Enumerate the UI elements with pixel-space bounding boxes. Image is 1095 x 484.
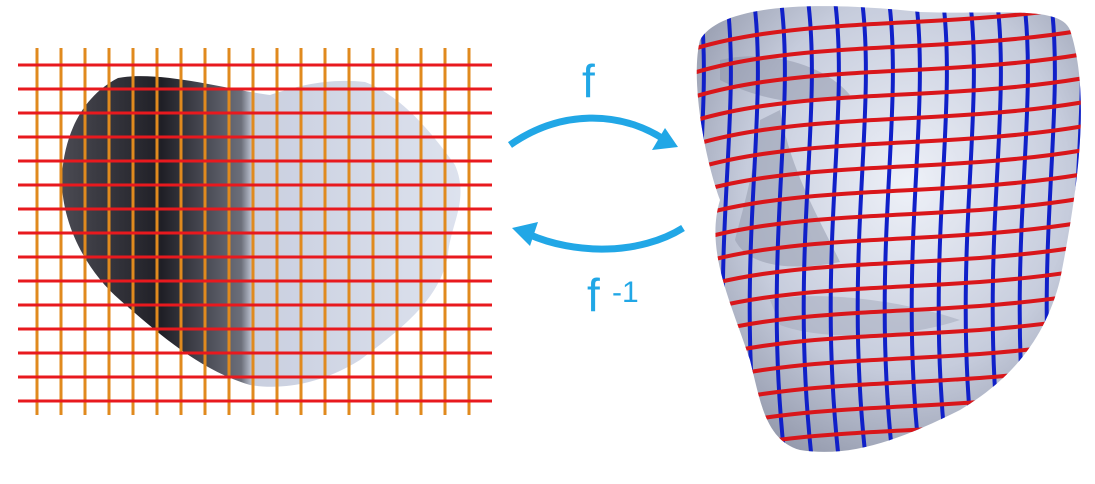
flat-grid-horizontal-lines	[18, 63, 492, 403]
face-grid-horizontal-line	[696, 27, 1081, 76]
face-grid-horizontal-line	[696, 219, 1081, 268]
forward-map-label: f	[582, 55, 595, 107]
face-grid-vertical-line	[936, 6, 950, 452]
inverse-map-base: f	[587, 269, 600, 321]
face-grid-horizontal-line	[696, 171, 1081, 220]
face-grid-horizontal-line	[696, 123, 1081, 172]
face-grid-horizontal-line	[696, 147, 1081, 196]
face-grid-horizontal-line	[696, 243, 1081, 292]
forward-arrow-icon	[507, 114, 678, 150]
face-grid-horizontal-line	[696, 267, 1081, 316]
inverse-map-exponent: -1	[612, 276, 639, 309]
flat-mesh-shape	[61, 76, 461, 387]
inverse-arrow-icon	[512, 222, 685, 253]
face-surface	[696, 6, 1081, 452]
face-grid-horizontal-line	[696, 195, 1081, 244]
face-grid-vertical-line	[963, 6, 977, 452]
face-grid-horizontal-line	[696, 99, 1081, 148]
face-grid-vertical-line	[909, 6, 923, 452]
face-grid-vertical-line	[882, 6, 896, 452]
face-grid-horizontal-line	[696, 435, 1081, 452]
face-grid-horizontal-line	[696, 51, 1081, 100]
flat-parameterization	[18, 48, 492, 415]
face-grid-horizontal-line	[696, 75, 1081, 124]
inverse-map-label: f -1	[587, 269, 639, 321]
